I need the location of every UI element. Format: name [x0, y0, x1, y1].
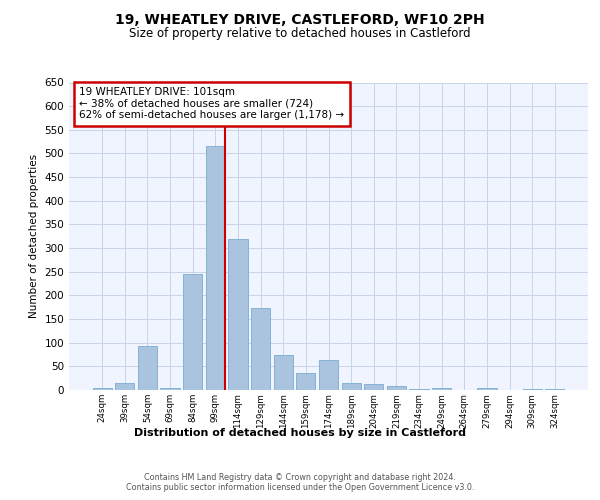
Bar	[274, 354, 293, 390]
Bar	[387, 386, 406, 390]
Bar	[409, 388, 428, 390]
Bar	[115, 383, 134, 390]
Y-axis label: Number of detached properties: Number of detached properties	[29, 154, 39, 318]
Text: Distribution of detached houses by size in Castleford: Distribution of detached houses by size …	[134, 428, 466, 438]
Bar	[160, 388, 180, 390]
Bar	[251, 308, 270, 390]
Text: 19, WHEATLEY DRIVE, CASTLEFORD, WF10 2PH: 19, WHEATLEY DRIVE, CASTLEFORD, WF10 2PH	[115, 12, 485, 26]
Text: Size of property relative to detached houses in Castleford: Size of property relative to detached ho…	[129, 28, 471, 40]
Bar	[229, 238, 248, 390]
Bar	[296, 374, 316, 390]
Bar	[206, 146, 225, 390]
Bar	[477, 388, 497, 390]
Bar	[92, 388, 112, 390]
Bar	[432, 388, 451, 390]
Bar	[523, 388, 542, 390]
Bar	[341, 383, 361, 390]
Bar	[183, 274, 202, 390]
Bar	[319, 360, 338, 390]
Text: 19 WHEATLEY DRIVE: 101sqm
← 38% of detached houses are smaller (724)
62% of semi: 19 WHEATLEY DRIVE: 101sqm ← 38% of detac…	[79, 87, 344, 120]
Bar	[364, 384, 383, 390]
Text: Contains HM Land Registry data © Crown copyright and database right 2024.: Contains HM Land Registry data © Crown c…	[144, 472, 456, 482]
Text: Contains public sector information licensed under the Open Government Licence v3: Contains public sector information licen…	[126, 484, 474, 492]
Bar	[545, 388, 565, 390]
Bar	[138, 346, 157, 390]
